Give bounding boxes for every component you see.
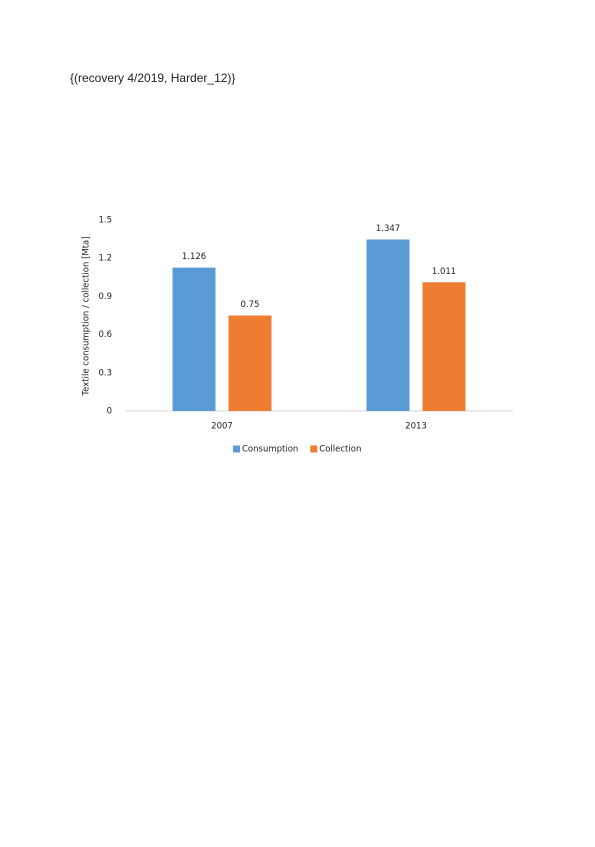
y-tick-label: 1.5: [98, 216, 112, 226]
legend-label: Collection: [319, 445, 361, 455]
y-tick-label: 0.3: [98, 368, 112, 378]
bar: [172, 267, 216, 411]
bar: [228, 315, 272, 411]
x-tick-label: 2013: [405, 422, 427, 432]
header-text: {(recovery 4/2019, Harder_12)}: [70, 71, 235, 85]
legend-label: Consumption: [242, 445, 298, 455]
y-axis-label: Textile consumption / collection [Mta]: [82, 236, 92, 396]
y-tick-label: 0.9: [98, 292, 112, 302]
data-label: 1.011: [432, 267, 456, 277]
data-label: 1.126: [182, 252, 206, 262]
y-tick-label: 0: [107, 407, 112, 417]
data-label: 1.347: [376, 224, 400, 234]
legend-swatch: [233, 445, 240, 453]
x-tick-label: 2007: [211, 422, 233, 432]
y-tick-label: 0.6: [98, 330, 112, 340]
data-label: 0.75: [241, 300, 260, 310]
bar: [422, 282, 466, 411]
y-tick-label: 1.2: [98, 254, 112, 264]
bar: [366, 239, 410, 411]
legend-swatch: [310, 445, 318, 453]
